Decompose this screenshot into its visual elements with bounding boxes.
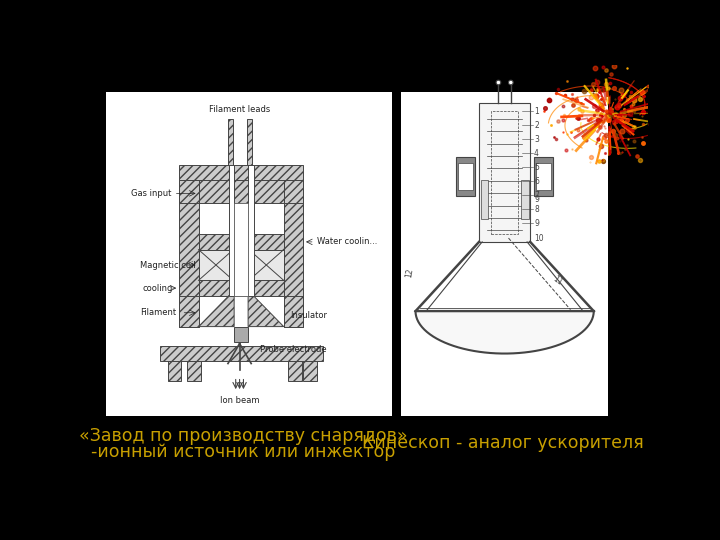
Polygon shape: [287, 361, 302, 381]
Polygon shape: [199, 234, 284, 249]
Text: -ионный источник или инжектор: -ионный источник или инжектор: [91, 443, 395, 461]
Text: 12: 12: [404, 267, 415, 278]
Polygon shape: [248, 165, 253, 296]
Text: 9: 9: [534, 195, 539, 204]
Polygon shape: [521, 180, 528, 219]
Polygon shape: [179, 165, 303, 180]
Text: 3: 3: [534, 134, 539, 144]
Text: Insulator: Insulator: [290, 310, 327, 320]
Text: 1: 1: [534, 106, 539, 116]
Text: «Завод по производству снарядов»: «Завод по производству снарядов»: [79, 427, 408, 445]
Polygon shape: [284, 180, 303, 204]
Polygon shape: [284, 180, 303, 327]
Polygon shape: [481, 180, 488, 219]
Text: Probe electrode: Probe electrode: [261, 345, 327, 354]
Circle shape: [508, 80, 513, 85]
Bar: [106, 92, 392, 416]
Polygon shape: [199, 249, 233, 280]
Polygon shape: [248, 296, 284, 327]
Polygon shape: [536, 164, 551, 190]
Polygon shape: [199, 180, 284, 204]
Polygon shape: [160, 346, 323, 361]
Text: 4: 4: [534, 148, 539, 158]
Polygon shape: [456, 157, 475, 195]
Text: 6: 6: [534, 177, 539, 186]
Text: 9: 9: [534, 219, 539, 228]
Polygon shape: [179, 180, 199, 327]
Text: Filament leads: Filament leads: [209, 105, 270, 114]
Polygon shape: [249, 249, 284, 280]
Polygon shape: [168, 361, 181, 381]
Polygon shape: [458, 164, 473, 190]
Bar: [401, 92, 608, 416]
Polygon shape: [415, 311, 594, 354]
Text: Filament: Filament: [140, 308, 176, 317]
Text: 7: 7: [534, 191, 539, 200]
Text: 5: 5: [534, 163, 539, 172]
Polygon shape: [179, 180, 199, 204]
Text: Кинескоп - аналог ускорителя: Кинескоп - аналог ускорителя: [362, 434, 644, 452]
Polygon shape: [187, 361, 201, 381]
Polygon shape: [284, 296, 303, 327]
Text: 10: 10: [534, 233, 544, 242]
Polygon shape: [199, 280, 284, 296]
Polygon shape: [229, 165, 234, 296]
Circle shape: [496, 80, 500, 85]
Polygon shape: [199, 296, 234, 327]
Text: cooling: cooling: [143, 284, 173, 293]
Polygon shape: [179, 296, 199, 327]
Polygon shape: [534, 157, 554, 195]
Text: Gas input: Gas input: [131, 189, 171, 198]
Polygon shape: [303, 361, 317, 381]
Text: Ion beam: Ion beam: [220, 396, 259, 405]
Text: Water coolin...: Water coolin...: [317, 238, 377, 246]
Polygon shape: [228, 119, 233, 165]
Text: 11: 11: [551, 274, 564, 287]
Polygon shape: [479, 103, 530, 242]
Text: Magnetic coil: Magnetic coil: [140, 260, 196, 269]
Polygon shape: [234, 327, 248, 342]
Polygon shape: [246, 119, 252, 165]
Polygon shape: [234, 204, 248, 296]
Text: 2: 2: [534, 120, 539, 130]
Text: 8: 8: [534, 205, 539, 214]
